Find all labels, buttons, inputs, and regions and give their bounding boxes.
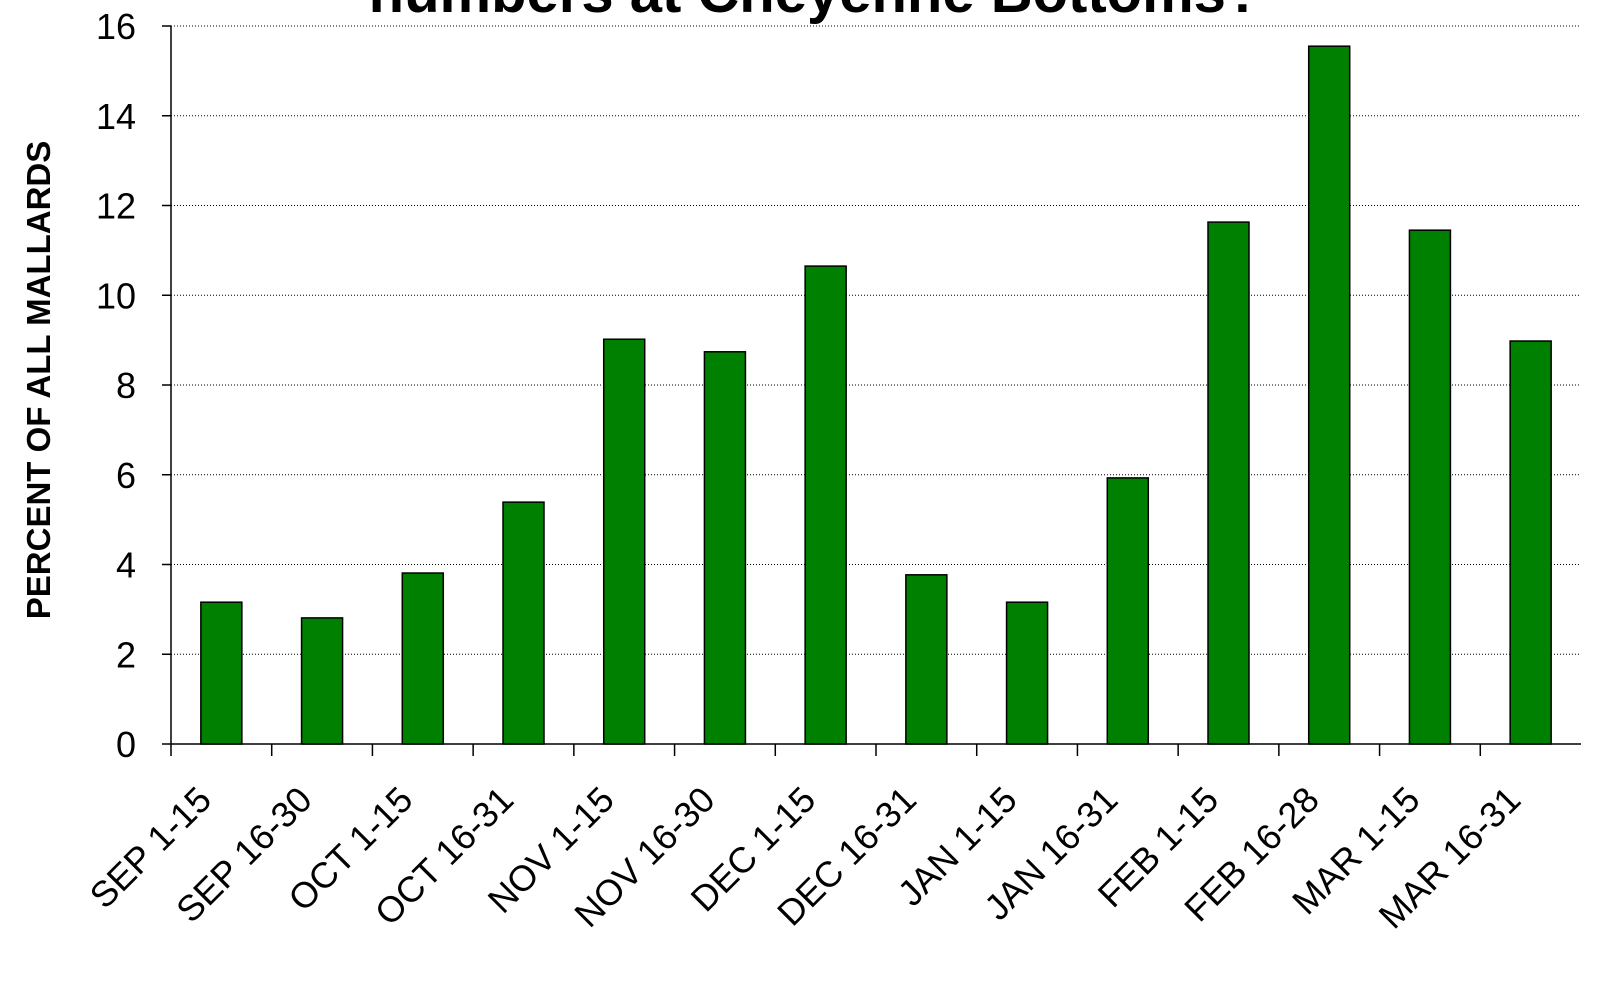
- bar: [703, 351, 747, 745]
- y-tick-label: 2: [116, 634, 136, 675]
- bar: [1509, 340, 1552, 745]
- bar: [1307, 45, 1351, 745]
- bar: [300, 617, 344, 745]
- y-tick-label: 12: [96, 186, 136, 227]
- chart-title: numbers at Cheyenne Bottoms?: [369, 0, 1262, 25]
- bar: [804, 265, 847, 745]
- bar: [1207, 221, 1250, 745]
- y-tick-label: 14: [96, 96, 136, 137]
- bar: [905, 574, 948, 745]
- y-tick-label: 10: [96, 275, 136, 316]
- bar: [1408, 229, 1452, 745]
- bar: [200, 601, 243, 745]
- bar: [502, 501, 545, 745]
- y-tick-label: 6: [116, 455, 136, 496]
- y-axis-label: PERCENT OF ALL MALLARDS: [20, 141, 57, 619]
- bar: [1106, 477, 1150, 745]
- y-tick-label: 16: [96, 6, 136, 47]
- y-tick-label: 0: [116, 724, 136, 765]
- y-tick-label: 4: [116, 545, 136, 586]
- bar: [1005, 601, 1049, 745]
- y-tick-label: 8: [116, 365, 136, 406]
- bar: [401, 572, 445, 745]
- bar: [602, 338, 646, 745]
